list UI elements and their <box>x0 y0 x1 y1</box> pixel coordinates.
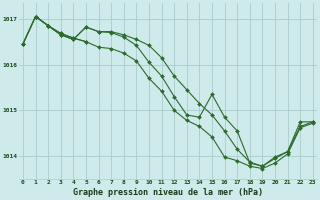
X-axis label: Graphe pression niveau de la mer (hPa): Graphe pression niveau de la mer (hPa) <box>73 188 263 197</box>
